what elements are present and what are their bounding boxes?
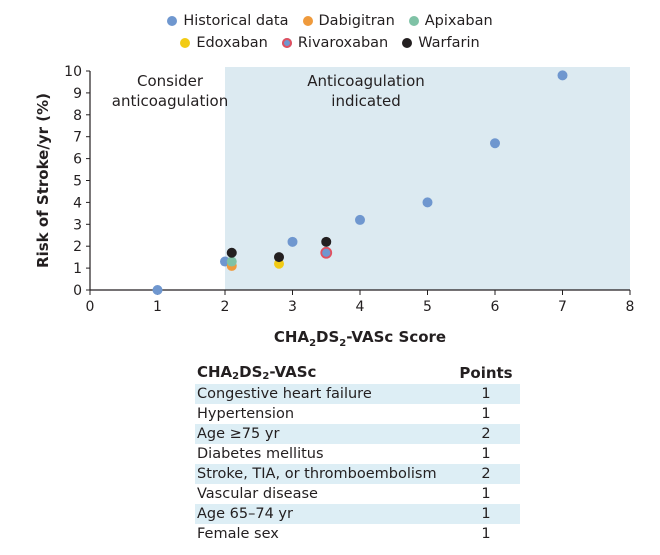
table-row: Vascular disease 1 bbox=[195, 484, 520, 504]
y-axis-label: Risk of Stroke/yr (%) bbox=[34, 93, 52, 268]
point-warfarin bbox=[226, 247, 237, 258]
legend-row-2: Edoxaban Rivaroxaban Warfarin bbox=[0, 32, 660, 54]
table-cell-points: 2 bbox=[454, 424, 520, 444]
legend-label-edoxaban: Edoxaban bbox=[196, 35, 268, 51]
table-cell-factor: Vascular disease bbox=[197, 486, 318, 502]
point-apixaban bbox=[226, 256, 237, 267]
x-tick-label: 5 bbox=[423, 299, 432, 315]
y-tick-label: 0 bbox=[73, 283, 82, 299]
legend-marker-warfarin bbox=[402, 38, 413, 48]
x-tick-label: 1 bbox=[153, 299, 162, 315]
legend-item-dabigitran: Dabigitran bbox=[302, 13, 395, 29]
legend-marker-rivaroxaban bbox=[281, 38, 292, 48]
point-rivaroxaban bbox=[320, 246, 333, 259]
table-row: Congestive heart failure 1 bbox=[195, 384, 520, 404]
y-tick-label: 8 bbox=[73, 108, 82, 124]
legend-row-1: Historical data Dabigitran Apixaban bbox=[0, 10, 660, 32]
y-tick-label: 2 bbox=[73, 239, 82, 255]
table-header-factor: CHA2DS2-VASc bbox=[197, 363, 317, 382]
legend-item-warfarin: Warfarin bbox=[402, 35, 480, 51]
y-tick-label: 9 bbox=[73, 86, 82, 102]
point-historical bbox=[355, 214, 365, 225]
point-historical bbox=[152, 285, 163, 295]
table-cell-factor: Congestive heart failure bbox=[195, 384, 454, 404]
table-cell-points: 1 bbox=[481, 526, 491, 542]
table-cell-points: 1 bbox=[454, 504, 520, 524]
table-row: Female sex 1 bbox=[195, 524, 520, 544]
point-warfarin bbox=[321, 236, 332, 247]
point-historical bbox=[422, 197, 433, 208]
chart-plot: Consider anticoagulation Anticoagulation in… bbox=[34, 64, 635, 349]
legend-marker-historical bbox=[167, 16, 178, 26]
y-tick-label: 10 bbox=[64, 64, 82, 80]
legend-label-dabigitran: Dabigitran bbox=[318, 13, 395, 29]
legend-label-apixaban: Apixaban bbox=[424, 13, 493, 29]
table-row: Age ≥75 yr 2 bbox=[195, 424, 520, 444]
legend-item-edoxaban: Edoxaban bbox=[180, 35, 268, 51]
region-label-consider: Consider anticoagulation bbox=[112, 72, 228, 110]
x-tick-label: 2 bbox=[221, 299, 230, 315]
legend-label-rivaroxaban: Rivaroxaban bbox=[297, 35, 389, 51]
y-tick-label: 5 bbox=[73, 174, 82, 190]
legend-marker-edoxaban bbox=[180, 38, 191, 48]
x-tick-label: 7 bbox=[558, 299, 567, 315]
table-cell-points: 1 bbox=[481, 446, 491, 462]
table-row: Age 65–74 yr 1 bbox=[195, 504, 520, 524]
table-cell-points: 1 bbox=[454, 384, 520, 404]
x-tick-label: 3 bbox=[288, 299, 297, 315]
point-historical bbox=[557, 70, 568, 81]
table-cell-points: 2 bbox=[454, 464, 520, 484]
y-tick-label: 3 bbox=[73, 217, 82, 233]
table-cell-points: 1 bbox=[481, 486, 491, 502]
point-historical bbox=[287, 236, 298, 247]
score-table: CHA2DS2-VASc Points Congestive heart fai… bbox=[195, 361, 520, 544]
region-label-indicated: Anticoagulation indicated bbox=[307, 72, 425, 110]
y-tick-label: 4 bbox=[73, 195, 82, 211]
legend-item-historical: Historical data bbox=[167, 13, 289, 29]
x-axis-label: CHA2DS2-VASc Score bbox=[274, 328, 446, 349]
legend-item-rivaroxaban: Rivaroxaban bbox=[281, 35, 389, 51]
table-cell-factor: Stroke, TIA, or thromboembolism bbox=[195, 464, 454, 484]
legend-marker-apixaban bbox=[408, 16, 419, 26]
region-indicated bbox=[225, 67, 630, 290]
table-cell-points: 1 bbox=[481, 406, 491, 422]
y-tick-label: 1 bbox=[73, 261, 82, 277]
x-tick-label: 8 bbox=[626, 299, 635, 315]
chart-legend: Historical data Dabigitran Apixaban Edox… bbox=[0, 10, 660, 54]
legend-label-historical: Historical data bbox=[183, 13, 289, 29]
x-tick-label: 6 bbox=[491, 299, 500, 315]
table-cell-factor: Diabetes mellitus bbox=[197, 446, 324, 462]
point-historical bbox=[490, 138, 500, 149]
legend-item-apixaban: Apixaban bbox=[408, 13, 493, 29]
table-row: Diabetes mellitus 1 bbox=[195, 444, 520, 464]
table-row: Hypertension 1 bbox=[195, 404, 520, 424]
table-cell-factor: Hypertension bbox=[197, 406, 295, 422]
legend-marker-dabigitran bbox=[302, 16, 313, 26]
table-row: Stroke, TIA, or thromboembolism 2 bbox=[195, 464, 520, 484]
y-tick-label: 6 bbox=[73, 152, 82, 168]
x-tick-label: 4 bbox=[356, 299, 365, 315]
table-header-row: CHA2DS2-VASc Points bbox=[195, 361, 520, 384]
table-header-points: Points bbox=[459, 363, 513, 382]
legend-label-warfarin: Warfarin bbox=[418, 35, 480, 51]
point-warfarin bbox=[274, 252, 284, 263]
table-cell-factor: Female sex bbox=[197, 526, 279, 542]
y-tick-label: 7 bbox=[73, 130, 82, 146]
x-tick-label: 0 bbox=[86, 299, 95, 315]
table-cell-factor: Age 65–74 yr bbox=[195, 504, 454, 524]
table-cell-factor: Age ≥75 yr bbox=[195, 424, 454, 444]
